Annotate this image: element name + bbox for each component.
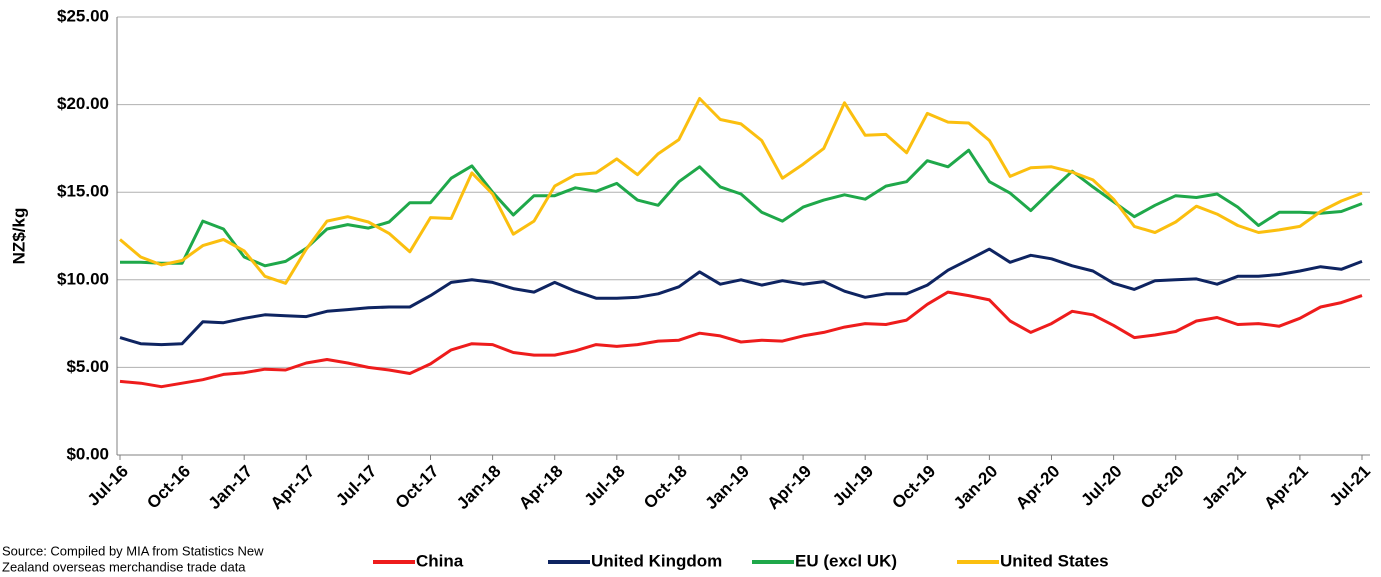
y-axis-label: NZ$/kg <box>9 208 28 265</box>
y-tick-label: $0.00 <box>66 444 109 463</box>
x-tick-label: Apr-18 <box>515 462 567 514</box>
x-tick-label: Jul-17 <box>332 462 380 510</box>
x-tick-label: Jul-18 <box>581 462 629 510</box>
y-tick-label: $10.00 <box>57 269 109 288</box>
legend-label: United States <box>1000 551 1109 570</box>
x-tick-label: Jul-16 <box>84 462 132 510</box>
x-tick-label: Jan-19 <box>701 462 753 514</box>
series-line <box>119 97 1363 285</box>
y-tick-label: $25.00 <box>57 6 109 25</box>
y-tick-label: $20.00 <box>57 94 109 113</box>
legend-label: United Kingdom <box>591 551 722 570</box>
source-note: Source: Compiled by MIA from Statistics … <box>2 543 264 558</box>
x-tick-label: Oct-16 <box>143 462 194 513</box>
x-tick-label: Jul-19 <box>829 462 877 510</box>
x-tick-label: Oct-20 <box>1137 462 1188 513</box>
x-tick-label: Apr-17 <box>267 462 319 514</box>
x-tick-label: Apr-19 <box>764 462 816 514</box>
x-tick-label: Jul-20 <box>1077 462 1125 510</box>
x-tick-label: Jan-18 <box>453 462 505 514</box>
x-tick-label: Oct-17 <box>392 462 443 513</box>
y-tick-label: $15.00 <box>57 182 109 201</box>
x-tick-label: Oct-18 <box>640 462 691 513</box>
series-line <box>120 148 1363 268</box>
series-line <box>119 247 1363 347</box>
x-tick-label: Oct-19 <box>888 462 939 513</box>
legend-label: China <box>416 551 464 570</box>
x-tick-label: Jul-21 <box>1326 462 1374 510</box>
y-tick-label: $5.00 <box>66 357 109 376</box>
x-tick-label: Jan-20 <box>950 462 1002 514</box>
series-line <box>119 290 1363 389</box>
legend-label: EU (excl UK) <box>795 551 897 570</box>
source-note: Zealand overseas merchandise trade data <box>2 559 246 574</box>
x-tick-label: Jan-21 <box>1198 462 1250 514</box>
x-tick-label: Jan-17 <box>205 462 257 514</box>
x-tick-label: Apr-21 <box>1260 462 1312 514</box>
x-tick-label: Apr-20 <box>1012 462 1064 514</box>
